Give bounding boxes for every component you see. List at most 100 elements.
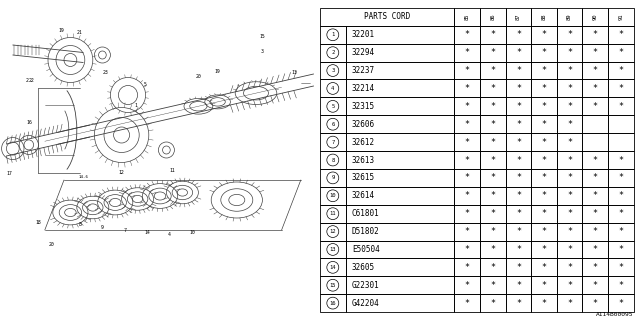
Text: *: * [516, 191, 521, 200]
Text: *: * [567, 84, 572, 93]
Bar [346, 241, 454, 258]
Bar [506, 169, 531, 187]
Text: 85: 85 [465, 14, 470, 20]
Text: *: * [541, 227, 547, 236]
Bar [506, 294, 531, 312]
Text: *: * [541, 84, 547, 93]
Bar [557, 79, 582, 97]
Bar [582, 151, 608, 169]
Bar [480, 169, 506, 187]
Text: *: * [593, 173, 598, 182]
Bar [454, 62, 480, 79]
Text: *: * [618, 281, 623, 290]
Bar [506, 258, 531, 276]
Bar [320, 276, 346, 294]
Bar [320, 26, 346, 44]
Bar [582, 26, 608, 44]
Text: *: * [541, 281, 547, 290]
Bar [608, 115, 634, 133]
Text: *: * [567, 102, 572, 111]
Bar [454, 276, 480, 294]
Bar [582, 294, 608, 312]
Text: *: * [516, 48, 521, 57]
Bar [480, 151, 506, 169]
Text: *: * [567, 138, 572, 147]
Bar [454, 44, 480, 62]
Text: 32315: 32315 [352, 102, 375, 111]
Bar [454, 187, 480, 205]
Text: 88: 88 [541, 14, 547, 20]
Text: 1: 1 [331, 32, 335, 37]
Text: *: * [465, 138, 470, 147]
Text: PARTS CORD: PARTS CORD [364, 12, 410, 21]
Text: *: * [618, 209, 623, 218]
Text: *: * [618, 66, 623, 75]
Text: *: * [618, 173, 623, 182]
Text: 87: 87 [516, 14, 521, 20]
Text: *: * [516, 299, 521, 308]
Text: *: * [567, 30, 572, 39]
Text: *: * [593, 263, 598, 272]
Text: *: * [618, 156, 623, 164]
Bar [608, 44, 634, 62]
Bar [480, 97, 506, 115]
Bar [454, 223, 480, 241]
Text: 15: 15 [330, 283, 336, 288]
Text: *: * [541, 102, 547, 111]
Bar [346, 276, 454, 294]
Text: *: * [593, 156, 598, 164]
Bar [531, 62, 557, 79]
Text: *: * [541, 245, 547, 254]
Text: 7: 7 [124, 228, 126, 233]
Bar [608, 62, 634, 79]
Bar [506, 151, 531, 169]
Bar [346, 294, 454, 312]
Text: *: * [618, 191, 623, 200]
Text: 20: 20 [49, 243, 54, 247]
Text: 32612: 32612 [352, 138, 375, 147]
Text: *: * [490, 281, 495, 290]
Text: *: * [490, 299, 495, 308]
Bar [608, 79, 634, 97]
Text: 86: 86 [490, 14, 495, 20]
Bar [608, 276, 634, 294]
Bar [557, 241, 582, 258]
Text: *: * [465, 48, 470, 57]
Text: *: * [465, 173, 470, 182]
Text: *: * [490, 227, 495, 236]
Bar [608, 187, 634, 205]
Text: *: * [516, 281, 521, 290]
Text: 9: 9 [331, 175, 335, 180]
Bar [480, 62, 506, 79]
Text: *: * [618, 227, 623, 236]
Text: *: * [567, 120, 572, 129]
Bar [346, 133, 454, 151]
Text: *: * [593, 299, 598, 308]
Text: 10: 10 [189, 230, 195, 235]
Text: 11: 11 [330, 211, 336, 216]
Bar [346, 44, 454, 62]
Text: *: * [541, 120, 547, 129]
Text: *: * [465, 84, 470, 93]
Text: *: * [593, 281, 598, 290]
Text: 32614: 32614 [352, 191, 375, 200]
Bar [557, 8, 582, 26]
Bar [531, 205, 557, 223]
Text: *: * [567, 209, 572, 218]
Text: 32606: 32606 [352, 120, 375, 129]
Bar [454, 169, 480, 187]
Text: *: * [490, 30, 495, 39]
Bar [346, 62, 454, 79]
Text: 13: 13 [330, 247, 336, 252]
Text: 32214: 32214 [352, 84, 375, 93]
Bar [608, 205, 634, 223]
Text: *: * [465, 191, 470, 200]
Text: *: * [465, 120, 470, 129]
Bar [320, 44, 346, 62]
Bar [454, 133, 480, 151]
Text: *: * [490, 84, 495, 93]
Text: 8: 8 [331, 157, 335, 163]
Bar [531, 223, 557, 241]
Bar [531, 169, 557, 187]
Bar [320, 133, 346, 151]
